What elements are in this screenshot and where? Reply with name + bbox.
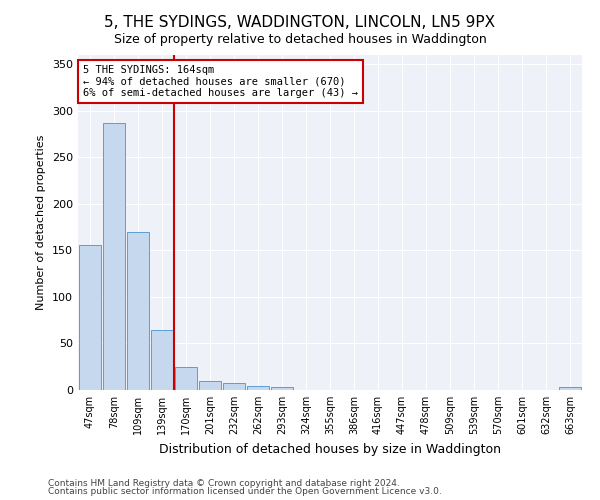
- Text: Contains public sector information licensed under the Open Government Licence v3: Contains public sector information licen…: [48, 487, 442, 496]
- Bar: [127, 232, 149, 390]
- Text: 5 THE SYDINGS: 164sqm
← 94% of detached houses are smaller (670)
6% of semi-deta: 5 THE SYDINGS: 164sqm ← 94% of detached …: [83, 65, 358, 98]
- Bar: [271, 387, 293, 390]
- Y-axis label: Number of detached properties: Number of detached properties: [37, 135, 46, 310]
- Bar: [151, 330, 173, 390]
- Bar: [79, 245, 101, 390]
- Bar: [103, 123, 125, 390]
- Text: 5, THE SYDINGS, WADDINGTON, LINCOLN, LN5 9PX: 5, THE SYDINGS, WADDINGTON, LINCOLN, LN5…: [104, 15, 496, 30]
- Text: Contains HM Land Registry data © Crown copyright and database right 2024.: Contains HM Land Registry data © Crown c…: [48, 478, 400, 488]
- Bar: [199, 380, 221, 390]
- Bar: [559, 387, 581, 390]
- Bar: [175, 366, 197, 390]
- X-axis label: Distribution of detached houses by size in Waddington: Distribution of detached houses by size …: [159, 442, 501, 456]
- Bar: [247, 386, 269, 390]
- Text: Size of property relative to detached houses in Waddington: Size of property relative to detached ho…: [113, 32, 487, 46]
- Bar: [223, 384, 245, 390]
